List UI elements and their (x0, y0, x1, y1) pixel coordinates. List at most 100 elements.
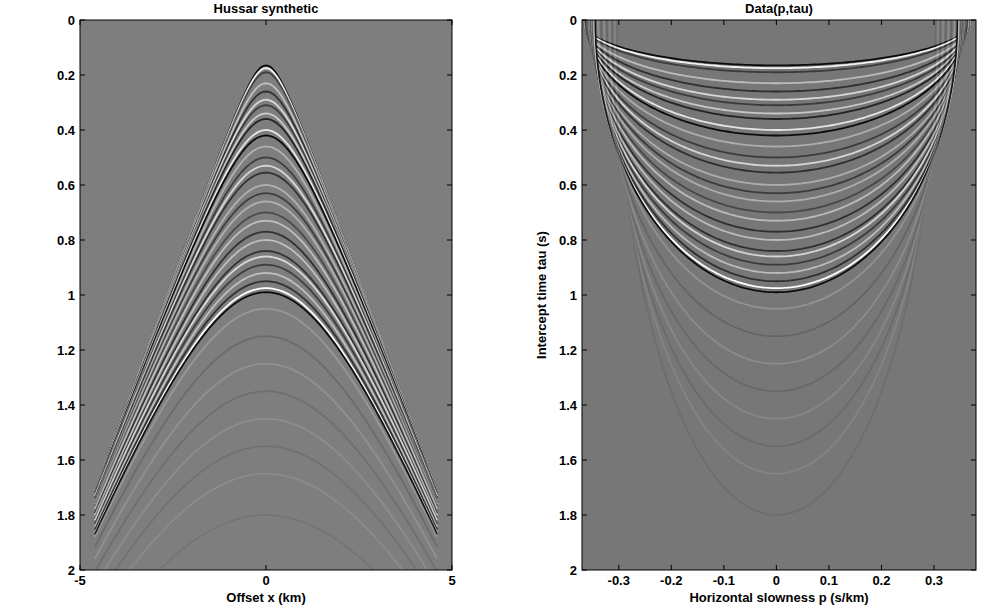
event (591, 20, 961, 232)
event (584, 20, 969, 100)
y-tick (80, 75, 85, 76)
event (593, 20, 960, 251)
y-tick (447, 185, 452, 186)
x-tick (828, 20, 829, 25)
x-tick-label: 0.2 (872, 573, 890, 588)
y-tick (447, 515, 452, 516)
event (612, 20, 940, 446)
event (585, 20, 968, 114)
event (95, 251, 437, 519)
x-tick-label: -5 (74, 573, 86, 588)
x-tick (266, 565, 267, 570)
event (95, 105, 437, 491)
event (595, 20, 959, 288)
frame (582, 20, 976, 570)
y-tick (582, 405, 587, 406)
y-tick-label: 1.8 (57, 508, 75, 523)
x-tick-label: 0 (773, 573, 780, 588)
y-tick (582, 350, 587, 351)
event (95, 309, 437, 537)
y-tick (447, 405, 452, 406)
y-tick (971, 350, 976, 351)
y-tick-label: 1 (570, 288, 577, 303)
x-tick-label: -0.2 (660, 573, 682, 588)
y-tick (971, 460, 976, 461)
y-tick-label: 2 (68, 563, 75, 578)
y-tick-label: 0 (570, 13, 577, 28)
y-tick-label: 0.4 (559, 123, 578, 138)
event (617, 20, 935, 515)
y-tick-label: 0.2 (57, 68, 75, 83)
y-tick (80, 185, 85, 186)
y-axis-title: Intercept time tau (s) (534, 231, 549, 359)
frame (80, 20, 452, 570)
event (95, 281, 437, 530)
y-tick-label: 0.4 (57, 123, 76, 138)
x-tick (723, 565, 724, 570)
x-tick (266, 20, 267, 25)
x-tick (881, 565, 882, 570)
y-tick (582, 570, 587, 571)
y-tick (582, 20, 587, 21)
event (583, 20, 971, 83)
event (607, 20, 946, 391)
y-tick-label: 0.6 (57, 178, 75, 193)
x-tick (671, 565, 672, 570)
x-tick (881, 20, 882, 25)
y-tick-label: 1.4 (57, 398, 76, 413)
events (582, 20, 971, 515)
event (584, 20, 969, 105)
x-tick-label: 0.3 (925, 573, 943, 588)
y-tick (971, 185, 976, 186)
event (592, 20, 961, 240)
y-tick (582, 515, 587, 516)
x-tick (776, 565, 777, 570)
y-tick (447, 570, 452, 571)
x-tick (452, 565, 453, 570)
y-tick-label: 1 (68, 288, 75, 303)
event (582, 20, 971, 65)
x-tick (933, 20, 934, 25)
title: Data(p,tau) (745, 1, 813, 16)
y-tick (80, 515, 85, 516)
x-tick (933, 565, 934, 570)
y-tick (447, 240, 452, 241)
x-tick (80, 20, 81, 25)
event (95, 446, 437, 570)
x-tick-label: -0.3 (608, 573, 630, 588)
event (95, 474, 437, 570)
y-tick-label: 1.2 (559, 343, 577, 358)
x-tick (618, 20, 619, 25)
x-tick (618, 565, 619, 570)
y-tick (447, 75, 452, 76)
y-tick (971, 240, 976, 241)
x-axis-title: Offset x (km) (226, 590, 305, 605)
title: Hussar synthetic (214, 1, 319, 16)
y-tick (582, 130, 587, 131)
y-tick (447, 130, 452, 131)
x-tick-label: 5 (448, 573, 455, 588)
x-tick-label: 0 (262, 573, 269, 588)
y-tick (80, 405, 85, 406)
x-tick (452, 20, 453, 25)
event (591, 20, 961, 221)
y-tick-label: 0.2 (559, 68, 577, 83)
y-tick (971, 570, 976, 571)
event (95, 419, 437, 570)
y-tick (971, 295, 976, 296)
x-tick (828, 565, 829, 570)
event (586, 20, 967, 130)
x-tick (776, 20, 777, 25)
y-tick (582, 240, 587, 241)
y-tick-label: 1.6 (57, 453, 75, 468)
y-tick-label: 2 (570, 563, 577, 578)
y-tick (447, 20, 452, 21)
y-tick-label: 1.8 (559, 508, 577, 523)
y-tick-label: 1.4 (559, 398, 578, 413)
y-tick (447, 295, 452, 296)
y-tick (582, 460, 587, 461)
y-tick-label: 0.6 (559, 178, 577, 193)
event (604, 20, 948, 364)
event (588, 20, 965, 173)
event (595, 20, 959, 281)
